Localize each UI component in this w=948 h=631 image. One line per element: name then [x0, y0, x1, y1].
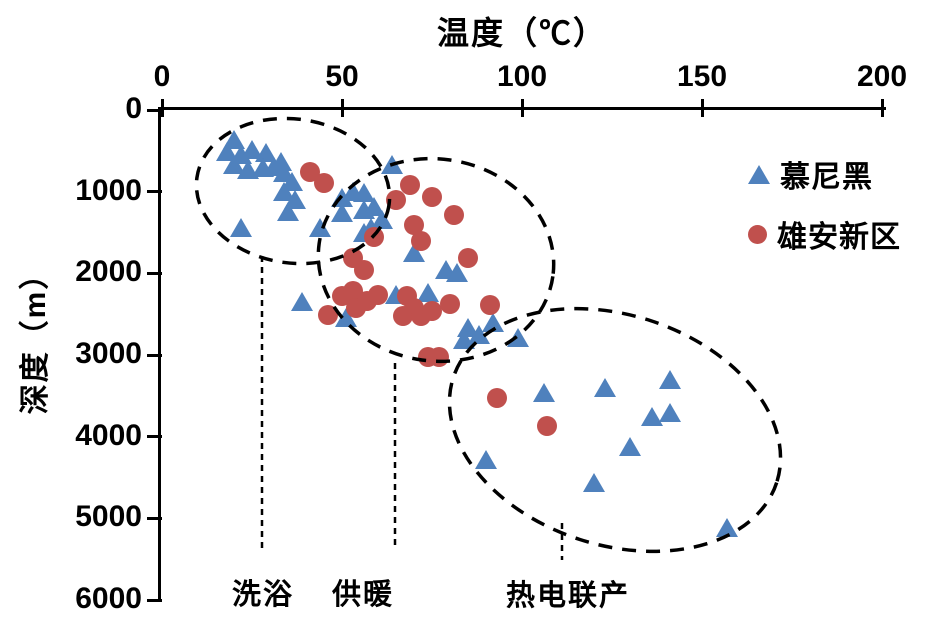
- circle-marker-icon: [748, 224, 767, 244]
- chart-title: 温度（℃）: [436, 15, 607, 51]
- annotation-label: 洗浴: [231, 579, 294, 611]
- legend-label-xiongan: 雄安新区: [777, 221, 901, 254]
- data-point-circle: [537, 416, 558, 437]
- data-point-circle: [400, 175, 421, 196]
- data-point-triangle: [482, 313, 505, 333]
- x-tick: [520, 99, 524, 117]
- data-point-triangle: [417, 282, 440, 302]
- data-point-circle: [479, 295, 500, 316]
- data-point-circle: [422, 300, 442, 321]
- cluster-ellipse: [316, 156, 556, 364]
- data-point-circle: [443, 205, 464, 226]
- annotation-label: 热电联产: [505, 580, 630, 612]
- y-tick-label: 2000: [75, 255, 142, 289]
- data-point-circle: [386, 189, 406, 210]
- data-point-triangle: [331, 202, 353, 222]
- y-tick: [147, 190, 162, 194]
- data-point-circle: [411, 230, 432, 251]
- x-tick: [700, 99, 704, 117]
- x-tick-label: 0: [153, 60, 171, 93]
- y-tick: [147, 108, 162, 112]
- data-point-triangle: [453, 330, 476, 350]
- y-tick: [147, 353, 162, 357]
- data-point-triangle: [583, 473, 605, 493]
- data-point-triangle: [716, 518, 739, 538]
- data-point-triangle: [230, 217, 253, 237]
- y-tick-label: 4000: [75, 418, 142, 452]
- x-tick: [880, 99, 884, 117]
- data-point-triangle: [532, 382, 555, 402]
- data-point-circle: [317, 304, 338, 325]
- triangle-marker-icon: [748, 164, 770, 184]
- x-tick-label: 200: [856, 60, 908, 93]
- data-point-triangle: [446, 262, 469, 282]
- data-point-triangle: [291, 291, 314, 311]
- x-tick: [160, 99, 164, 117]
- y-tick-label: 6000: [75, 582, 142, 615]
- cluster-ellipse: [194, 116, 392, 266]
- legend-label-munich: 慕尼黑: [780, 161, 873, 194]
- data-point-circle: [368, 285, 388, 306]
- x-tick-label: 50: [325, 60, 359, 93]
- y-tick-label: 3000: [75, 337, 142, 370]
- data-point-triangle: [640, 407, 663, 427]
- y-tick: [147, 516, 162, 520]
- x-tick: [340, 99, 344, 117]
- data-point-triangle: [507, 327, 530, 347]
- y-tick: [147, 435, 162, 439]
- annotation-label: 供暖: [331, 579, 394, 611]
- data-point-triangle: [658, 370, 681, 390]
- y-tick-label: 5000: [75, 500, 142, 534]
- y-tick: [147, 598, 162, 602]
- y-tick: [147, 271, 162, 275]
- data-point-triangle: [277, 202, 299, 222]
- x-tick-label: 150: [676, 60, 728, 93]
- data-point-triangle: [658, 402, 681, 422]
- legend-item-xiongan: 雄安新区: [748, 212, 901, 256]
- data-point-circle: [458, 247, 478, 268]
- y-tick-label: 0: [125, 92, 142, 125]
- y-tick-label: 1000: [75, 173, 142, 207]
- data-point-circle: [353, 260, 374, 281]
- data-point-triangle: [593, 378, 616, 398]
- cluster-ellipse: [447, 306, 783, 554]
- data-point-circle: [404, 215, 424, 236]
- legend-item-munich: 慕尼黑: [748, 152, 873, 196]
- x-tick-label: 100: [496, 60, 548, 93]
- data-point-circle: [440, 293, 460, 314]
- data-point-circle: [314, 172, 334, 193]
- data-point-triangle: [475, 450, 497, 470]
- data-point-circle: [393, 305, 414, 326]
- data-point-triangle: [619, 437, 641, 457]
- data-point-circle: [486, 388, 507, 409]
- data-point-circle: [422, 187, 442, 208]
